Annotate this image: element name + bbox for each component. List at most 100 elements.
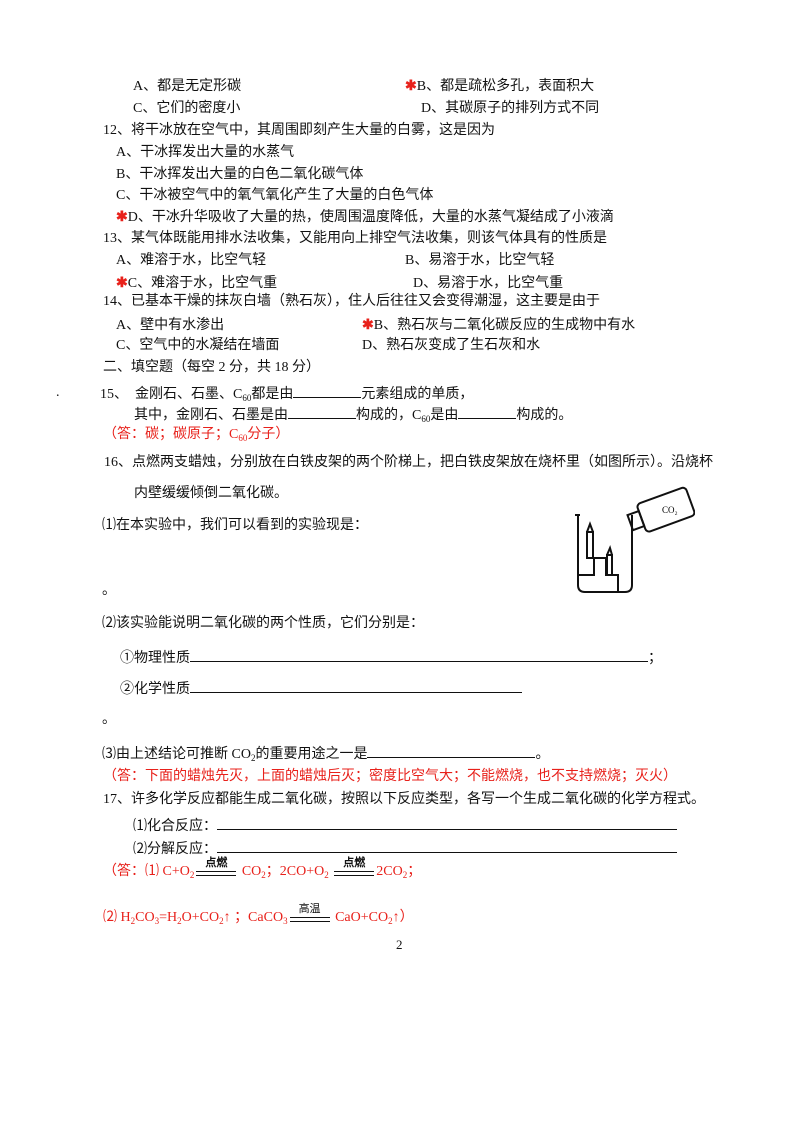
condition: 点燃 <box>205 856 228 869</box>
text: O+CO <box>181 910 220 925</box>
condition: 高温 <box>298 902 321 915</box>
q16-answer: （答：下面的蜡烛先灭，上面的蜡烛后灭；密度比空气大；不能燃烧，也不支持燃烧；灭火… <box>103 769 677 784</box>
option-text: D、干冰升华吸收了大量的热，使周围温度降低，大量的水蒸气凝结成了小液滴 <box>127 210 614 225</box>
answer-blank[interactable] <box>367 744 536 758</box>
co2-bottle <box>626 486 695 533</box>
answer-blank[interactable] <box>293 384 362 398</box>
text: 分子） <box>247 427 290 442</box>
stray-dot: . <box>56 385 60 400</box>
q16-part3: ⑶由上述结论可推断 CO2的重要用途之一是 。 <box>102 744 549 767</box>
q14-stem: 14、已基本干燥的抹灰白墙（熟石灰），住人后往往又会变得潮湿，这主要是由于 <box>103 294 600 309</box>
q16-part1: ⑴在本实验中，我们可以看到的实验现是： <box>102 518 368 533</box>
q15-answer: （答：碳；碳原子；C60分子） <box>103 426 289 447</box>
text: 。 <box>535 747 550 762</box>
answer-blank[interactable] <box>288 405 356 419</box>
candle-lower <box>606 554 613 576</box>
text: 其中，金刚石、石墨是由 <box>134 408 288 423</box>
answer-star-icon: ✱ <box>405 79 417 94</box>
text: ； <box>407 864 422 879</box>
beaker <box>577 515 633 593</box>
q17-combination: ⑴化合反应： <box>133 816 677 836</box>
subscript: 2 <box>130 916 136 926</box>
text: （答：碳；碳原子；C <box>103 427 239 442</box>
q11-option-d: D、其碳原子的排列方式不同 <box>421 101 600 116</box>
q12-option-a: A、干冰挥发出大量的水蒸气 <box>116 145 295 160</box>
text: 都是由 <box>251 387 294 402</box>
q16-stem: 16、点燃两支蜡烛，分别放在白铁皮架的两个阶梯上，把白铁皮架放在烧杯里（如图所示… <box>104 455 713 470</box>
text: ↑ ；CaCO <box>223 910 284 925</box>
subscript: 2 <box>177 916 182 926</box>
subscript: 60 <box>242 393 252 403</box>
candle-beaker-figure: CO₂ <box>575 486 695 593</box>
subscript: 2 <box>324 870 329 880</box>
option-text: B、熟石灰与二氧化碳反应的生成物中有水 <box>373 318 636 333</box>
text: ①物理性质 <box>120 651 190 666</box>
q16-chemical-property: ②化学性质 <box>120 679 522 699</box>
answer-star-icon: ✱ <box>116 210 128 225</box>
q14-option-c: C、空气中的水凝结在墙面 <box>116 338 280 353</box>
option-text: B、都是疏松多孔，表面积大 <box>416 79 595 94</box>
subscript: 2 <box>261 870 266 880</box>
q14-option-a: A、壁中有水渗出 <box>116 318 225 333</box>
text: 2CO <box>376 864 403 879</box>
q17-answer-2: ⑵ H2CO3=H2O+CO2↑ ；CaCO3 高温 CaO+CO2↑） <box>103 903 414 930</box>
q17-decomposition: ⑵分解反应： <box>133 839 677 859</box>
text: ； <box>648 651 662 666</box>
q16-part1-end: 。 <box>102 583 116 598</box>
answer-blank[interactable] <box>217 816 677 830</box>
answer-blank[interactable] <box>190 648 648 662</box>
q16-part2: ⑵该实验能说明二氧化碳的两个性质，它们分别是： <box>102 616 424 631</box>
text: ⑶由上述结论可推断 CO <box>102 747 251 762</box>
answer-blank[interactable] <box>458 405 517 419</box>
q14-option-b: ✱B、熟石灰与二氧化碳反应的生成物中有水 <box>362 317 635 335</box>
answer-star-icon: ✱ <box>116 276 128 291</box>
text: 元素组成的单质， <box>361 387 474 402</box>
q14-option-d: D、熟石灰变成了生石灰和水 <box>362 338 541 353</box>
text: 构成的，C <box>356 408 422 423</box>
q13-option-a: A、难溶于水，比空气轻 <box>116 253 267 268</box>
q13-option-b: B、易溶于水，比空气轻 <box>405 253 555 268</box>
subscript: 2 <box>189 870 195 880</box>
answer-blank[interactable] <box>217 839 677 853</box>
q17-stem: 17、许多化学反应都能生成二氧化碳，按照以下反应类型，各写一个生成二氧化碳的化学… <box>103 792 705 807</box>
text: 是由 <box>430 408 459 423</box>
text: 构成的。 <box>516 408 573 423</box>
text: 的重要用途之一是 <box>255 747 368 762</box>
reaction-arrow: 点燃 <box>334 857 375 879</box>
reaction-arrow: 点燃 <box>196 857 237 879</box>
text: CO <box>135 910 155 925</box>
answer-blank[interactable] <box>190 679 522 693</box>
text: ⑵分解反应： <box>133 842 217 857</box>
text: ↑） <box>392 910 414 925</box>
q13-option-c: ✱C、难溶于水，比空气重 <box>116 275 277 293</box>
subscript: 3 <box>283 916 288 926</box>
text: ②化学性质 <box>120 682 190 697</box>
q16-part2-end: 。 <box>102 712 116 727</box>
subscript: 60 <box>421 414 431 424</box>
reaction-arrow: 高温 <box>289 903 330 925</box>
condition: 点燃 <box>343 856 366 869</box>
subscript: 2 <box>219 916 224 926</box>
q16-stem-2: 内壁缓缓倾倒二氧化碳。 <box>134 486 288 501</box>
subscript: 2 <box>388 916 393 926</box>
q16-physical-property: ①物理性质 ； <box>120 648 662 668</box>
q12-stem: 12、将干冰放在空气中，其周围即刻产生大量的白雾，这是因为 <box>103 123 495 138</box>
q11-option-a: A、都是无定形碳 <box>133 79 242 94</box>
q12-option-c: C、干冰被空气中的氧气氧化产生了大量的白色气体 <box>116 188 434 203</box>
section-title: 二、填空题（每空 2 分，共 18 分） <box>103 360 320 375</box>
q13-stem: 13、某气体既能用排水法收集，又能用向上排空气法收集，则该气体具有的性质是 <box>103 231 607 246</box>
candle-upper <box>586 531 594 559</box>
q13-option-d: D、易溶于水，比空气重 <box>413 276 564 291</box>
q15-number: 15、 <box>100 387 128 402</box>
q17-answer-1: （答：⑴ C+O2 点燃 CO2；2CO+O2 点燃 2CO2； <box>103 857 422 884</box>
page-number: 2 <box>396 937 403 952</box>
text: =H <box>159 910 178 925</box>
subscript: 3 <box>154 916 160 926</box>
text: CO <box>241 864 262 879</box>
text: 金刚石、石墨、C <box>135 387 243 402</box>
text: ；2CO+O <box>265 864 325 879</box>
subscript: 2 <box>250 753 256 763</box>
text: CaO+CO <box>335 910 389 925</box>
q12-option-d: ✱D、干冰升华吸收了大量的热，使周围温度降低，大量的水蒸气凝结成了小液滴 <box>116 209 614 227</box>
